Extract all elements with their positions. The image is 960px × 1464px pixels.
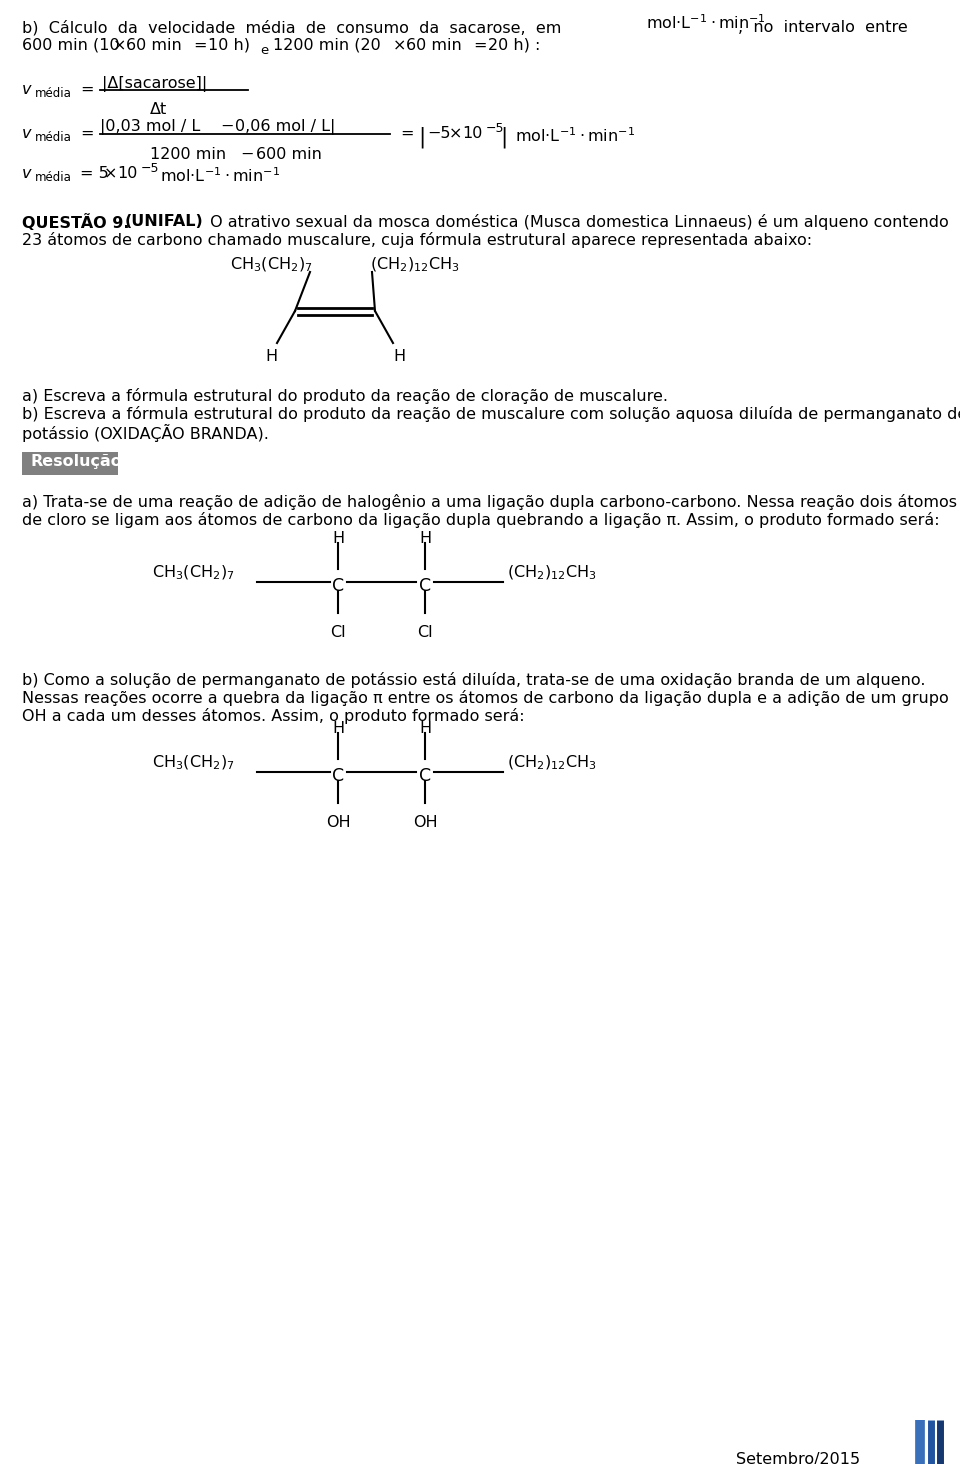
Text: Cl: Cl xyxy=(330,625,346,640)
Text: mol$\cdot$L$^{-1}\cdot$min$^{-1}$: mol$\cdot$L$^{-1}\cdot$min$^{-1}$ xyxy=(155,165,280,184)
Text: 600 min (10: 600 min (10 xyxy=(22,38,120,53)
Text: ×: × xyxy=(113,38,127,53)
Text: −5: −5 xyxy=(427,126,450,141)
Text: Δt: Δt xyxy=(150,102,167,117)
Text: H: H xyxy=(332,720,344,736)
Text: −: − xyxy=(220,119,233,135)
Text: Setembro/2015: Setembro/2015 xyxy=(736,1452,860,1464)
Text: QUESTÃO 9.: QUESTÃO 9. xyxy=(22,214,135,231)
Text: a) Escreva a fórmula estrutural do produto da reação de cloração de muscalure.: a) Escreva a fórmula estrutural do produ… xyxy=(22,388,668,404)
Text: 20 h) :: 20 h) : xyxy=(488,38,540,53)
Text: OH: OH xyxy=(413,815,438,830)
Text: =: = xyxy=(80,82,93,97)
Text: b)  Cálculo  da  velocidade  média  de  consumo  da  sacarose,  em: b) Cálculo da velocidade média de consum… xyxy=(22,20,562,35)
Text: O atrativo sexual da mosca doméstica (Musca domestica Linnaeus) é um alqueno con: O atrativo sexual da mosca doméstica (Mu… xyxy=(205,214,948,230)
Text: a) Trata-se de uma reação de adição de halogênio a uma ligação dupla carbono-car: a) Trata-se de uma reação de adição de h… xyxy=(22,493,957,509)
Text: e: e xyxy=(260,44,268,57)
Text: |0,03 mol / L: |0,03 mol / L xyxy=(100,119,201,135)
Text: 0,06 mol / L|: 0,06 mol / L| xyxy=(235,119,335,135)
Text: H: H xyxy=(332,531,344,546)
Text: de cloro se ligam aos átomos de carbono da ligação dupla quebrando a ligação π. : de cloro se ligam aos átomos de carbono … xyxy=(22,512,940,529)
Text: (CH$_2$)$_{12}$CH$_3$: (CH$_2$)$_{12}$CH$_3$ xyxy=(507,564,597,583)
Text: mol$\cdot$L$^{-1}\cdot$min$^{-1}$: mol$\cdot$L$^{-1}\cdot$min$^{-1}$ xyxy=(510,126,635,145)
Text: (CH$_2$)$_{12}$CH$_3$: (CH$_2$)$_{12}$CH$_3$ xyxy=(370,256,460,274)
Text: v: v xyxy=(22,165,32,182)
Text: 600 min: 600 min xyxy=(256,146,322,163)
Text: H: H xyxy=(419,531,431,546)
Text: =: = xyxy=(473,38,487,53)
Text: potássio (OXIDAÇÃO BRANDA).: potássio (OXIDAÇÃO BRANDA). xyxy=(22,425,269,442)
Text: CH$_3$(CH$_2$)$_7$: CH$_3$(CH$_2$)$_7$ xyxy=(152,754,234,773)
Text: (UNIFAL): (UNIFAL) xyxy=(125,214,204,228)
Text: ×: × xyxy=(393,38,406,53)
Text: CH$_3$(CH$_2$)$_7$: CH$_3$(CH$_2$)$_7$ xyxy=(152,564,234,583)
Text: 1200 min (20: 1200 min (20 xyxy=(273,38,381,53)
Text: média: média xyxy=(35,171,72,184)
Text: C: C xyxy=(419,577,431,594)
Text: H: H xyxy=(393,348,405,365)
Text: ×: × xyxy=(449,126,463,141)
Text: (CH$_2$)$_{12}$CH$_3$: (CH$_2$)$_{12}$CH$_3$ xyxy=(507,754,597,773)
Text: CH$_3$(CH$_2$)$_7$: CH$_3$(CH$_2$)$_7$ xyxy=(230,256,313,274)
Text: ×: × xyxy=(104,165,117,182)
Text: v: v xyxy=(22,126,32,141)
Text: Cl: Cl xyxy=(418,625,433,640)
Text: 10: 10 xyxy=(117,165,137,182)
Text: |Δ[sacarose]|: |Δ[sacarose]| xyxy=(102,76,207,92)
Text: H: H xyxy=(265,348,277,365)
Text: Nessas reações ocorre a quebra da ligação π entre os átomos de carbono da ligaçã: Nessas reações ocorre a quebra da ligaçã… xyxy=(22,690,948,706)
Text: = 5: = 5 xyxy=(80,165,108,182)
FancyBboxPatch shape xyxy=(22,452,118,474)
Text: 60 min: 60 min xyxy=(126,38,181,53)
Text: OH a cada um desses átomos. Assim, o produto formado será:: OH a cada um desses átomos. Assim, o pro… xyxy=(22,709,524,725)
Text: média: média xyxy=(35,130,72,143)
Text: ,  no  intervalo  entre: , no intervalo entre xyxy=(738,20,908,35)
Text: b) Escreva a fórmula estrutural do produto da reação de muscalure com solução aq: b) Escreva a fórmula estrutural do produ… xyxy=(22,406,960,422)
Text: 10: 10 xyxy=(462,126,482,141)
Text: 60 min: 60 min xyxy=(406,38,462,53)
Text: 10 h): 10 h) xyxy=(208,38,250,53)
Text: |: | xyxy=(500,126,507,148)
Text: H: H xyxy=(419,720,431,736)
Text: C: C xyxy=(419,767,431,785)
Text: =: = xyxy=(400,126,414,141)
Text: 1200 min: 1200 min xyxy=(150,146,227,163)
Text: OH: OH xyxy=(325,815,350,830)
Text: −5: −5 xyxy=(486,122,505,135)
Text: −5: −5 xyxy=(141,163,159,176)
Text: b) Como a solução de permanganato de potássio está diluída, trata-se de uma oxid: b) Como a solução de permanganato de pot… xyxy=(22,672,925,688)
Text: =: = xyxy=(193,38,206,53)
Text: C: C xyxy=(332,767,344,785)
Text: v: v xyxy=(22,82,32,97)
Text: média: média xyxy=(35,86,72,100)
Text: mol$\cdot$L$^{-1}\cdot$min$^{-1}$: mol$\cdot$L$^{-1}\cdot$min$^{-1}$ xyxy=(646,13,766,32)
Text: C: C xyxy=(332,577,344,594)
Text: −: − xyxy=(240,146,253,163)
Text: =: = xyxy=(80,126,93,141)
Text: |: | xyxy=(418,126,425,148)
Text: 23 átomos de carbono chamado muscalure, cuja fórmula estrutural aparece represen: 23 átomos de carbono chamado muscalure, … xyxy=(22,231,812,247)
Text: Resolução: Resolução xyxy=(30,454,122,468)
